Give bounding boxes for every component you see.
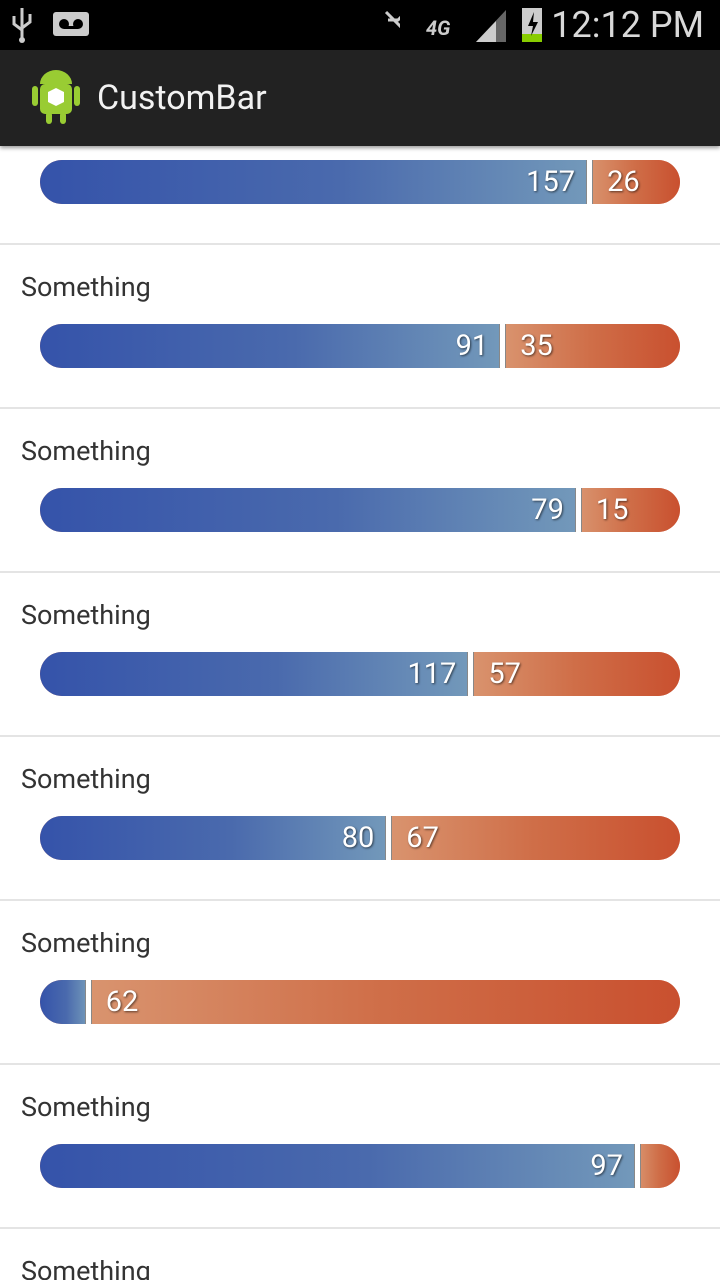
list-item: 157 26 (0, 146, 720, 245)
list-item: Something (0, 1229, 720, 1280)
segment-divider (467, 652, 475, 696)
segment-divider (84, 980, 92, 1024)
right-segment (470, 652, 680, 696)
right-segment (589, 160, 680, 204)
segment-divider (633, 1144, 641, 1188)
list: 157 26 Something 91 35 Something 79 15 Something… (0, 146, 720, 1280)
item-label: Something (21, 599, 151, 631)
left-value: 80 (341, 821, 375, 855)
signal-icon (476, 10, 506, 42)
list-item: Something 79 15 (0, 409, 720, 573)
list-item: Something 97 (0, 1065, 720, 1229)
right-segment (636, 1144, 680, 1188)
progress-bar: 79 15 (40, 488, 680, 532)
action-bar: CustomBar (0, 50, 720, 146)
segment-divider (499, 324, 507, 368)
left-value: 79 (531, 493, 564, 527)
right-value: 15 (595, 493, 629, 527)
right-segment (577, 488, 680, 532)
progress-bar: 117 57 (40, 652, 680, 696)
item-label: Something (21, 1255, 151, 1280)
list-item: Something 117 57 (0, 573, 720, 737)
right-segment (388, 816, 680, 860)
left-segment (40, 652, 471, 696)
status-icons (12, 8, 400, 43)
app-title: CustomBar (97, 78, 267, 118)
left-segment (40, 324, 503, 368)
network-type: 4G (426, 16, 451, 40)
right-segment (87, 980, 680, 1024)
right-value: 26 (607, 165, 640, 199)
right-value: 35 (520, 329, 553, 363)
item-label: Something (21, 763, 151, 795)
item-label: Something (21, 271, 151, 303)
left-value: 97 (590, 1149, 623, 1183)
segment-divider (574, 488, 582, 532)
right-segment (502, 324, 680, 368)
progress-bar: 91 35 (40, 324, 680, 368)
right-value: 67 (406, 821, 439, 855)
left-segment (40, 160, 590, 204)
progress-bar: 80 67 (40, 816, 680, 860)
app-icon (32, 70, 80, 124)
item-label: Something (21, 1091, 151, 1123)
status-bar: 4G 12:12 PM (0, 0, 720, 50)
left-segment (40, 1144, 637, 1188)
list-item: Something 62 (0, 901, 720, 1065)
left-value: 117 (407, 657, 457, 691)
right-value: 62 (105, 985, 139, 1019)
right-value: 57 (488, 657, 521, 691)
item-label: Something (21, 435, 151, 467)
left-segment (40, 980, 88, 1024)
left-segment (40, 488, 578, 532)
left-segment (40, 816, 389, 860)
progress-bar: 62 (40, 980, 680, 1024)
segment-divider (385, 816, 393, 860)
list-item: Something 80 67 (0, 737, 720, 901)
left-value: 91 (455, 329, 489, 363)
left-value: 157 (526, 165, 576, 199)
segment-divider (586, 160, 594, 204)
item-label: Something (21, 927, 151, 959)
list-item: Something 91 35 (0, 245, 720, 409)
progress-bar: 157 26 (40, 160, 680, 204)
battery-icon (522, 8, 542, 42)
clock: 12:12 PM (551, 4, 704, 46)
progress-bar: 97 (40, 1144, 680, 1188)
